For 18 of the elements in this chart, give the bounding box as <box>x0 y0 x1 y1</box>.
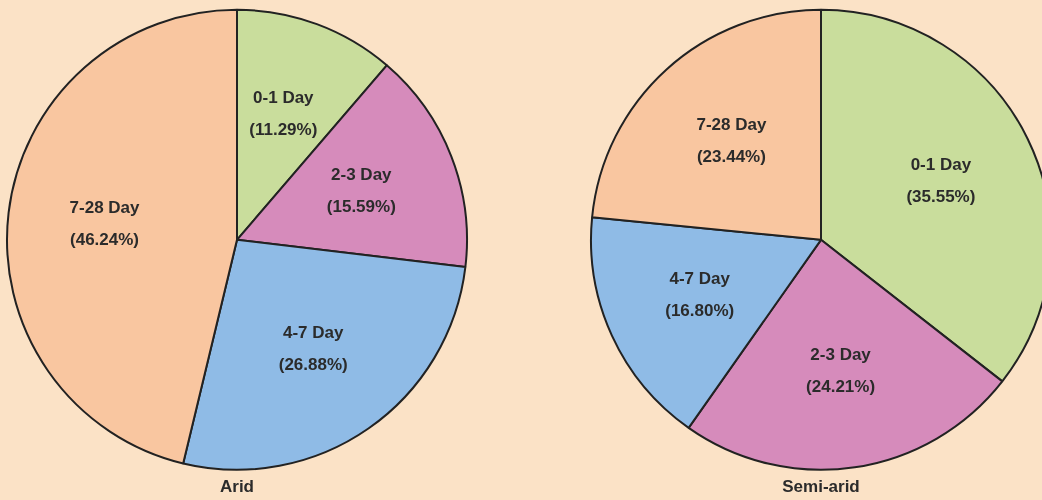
data-label: (15.59%) <box>326 197 396 217</box>
slice-label: 7-28 Day <box>69 197 141 217</box>
data-label: (23.44%) <box>696 146 766 166</box>
data-label: (26.88%) <box>278 354 348 374</box>
data-label: (24.21%) <box>806 377 876 397</box>
slice-label: 2-3 Day <box>331 165 393 185</box>
text: Semi-arid <box>782 477 860 497</box>
slice-label: 7-28 Day <box>696 114 767 134</box>
data-label: (35.55%) <box>906 186 976 206</box>
slice-label: 0-1 Day <box>253 88 315 108</box>
data-label: (46.24%) <box>70 229 140 249</box>
slice-label: 4-7 Day <box>282 322 345 342</box>
data-label: (11.29%) <box>249 120 318 140</box>
slice-label: 0-1 Day <box>910 154 972 174</box>
slice-label: 4-7 Day <box>669 269 731 289</box>
text: Arid <box>220 477 254 497</box>
slice-label: 2-3 Day <box>810 345 872 365</box>
data-label: (16.80%) <box>665 301 735 321</box>
